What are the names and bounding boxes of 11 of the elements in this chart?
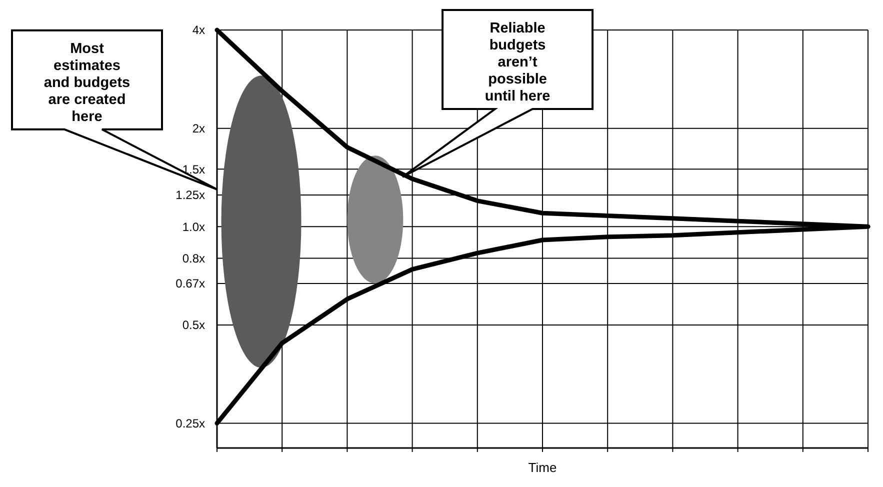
y-tick-label: 1.25x [176, 188, 205, 202]
x-axis-title: Time [528, 460, 557, 475]
annotation: Reliable budgets aren’t possible until here [484, 20, 550, 105]
y-tick-label: 0.8x [182, 251, 205, 266]
y-tick-label: 4x [192, 23, 205, 38]
y-tick-label: 0.5x [182, 318, 205, 332]
y-tick-label: 0.67x [176, 276, 205, 291]
y-tick-label: 1.0x [182, 220, 205, 234]
y-tick-label: 0.25x [176, 416, 205, 430]
callout-box: Reliable budgets aren’t possible until here [402, 9, 594, 178]
y-tick-label: 2x [192, 122, 205, 136]
